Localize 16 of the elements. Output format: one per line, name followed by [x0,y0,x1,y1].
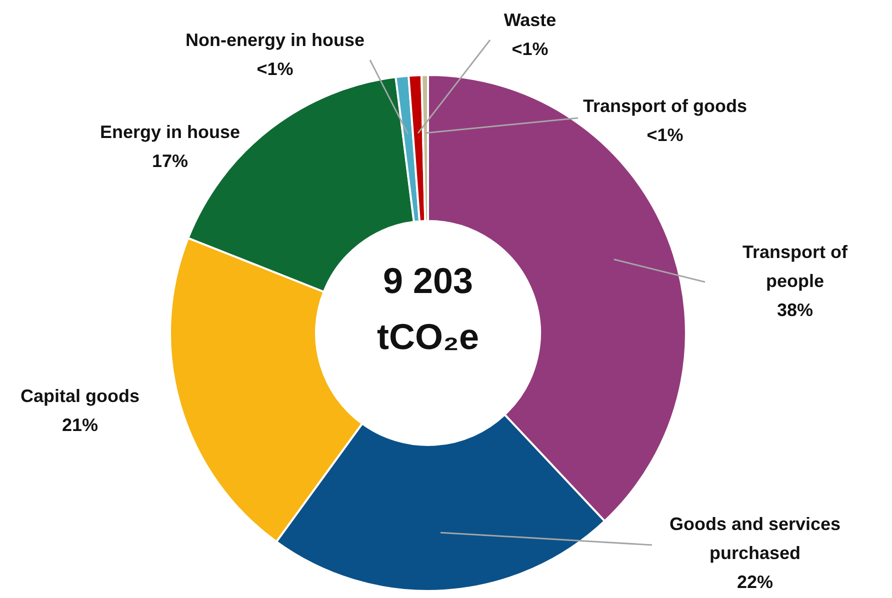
data-label: <1% [256,59,294,79]
slice-label: Transport of goods [583,96,747,116]
slice-label: Goods and services purchased [669,514,841,563]
data-label: <1% [512,39,548,59]
text: 9 203 [382,260,474,301]
slice-label: Capital goods [20,386,140,406]
data-label: 21% [62,415,98,435]
slice-label: Energy in house [100,122,240,142]
data-label: 17% [152,151,188,171]
text: tCO₂e [376,316,480,357]
data-label: 38% [776,300,814,320]
slice-label: Non-energy in house [185,30,365,50]
slice-label: Waste [504,10,556,30]
data-label: 22% [736,572,774,592]
slice-label: Transport of people [742,242,848,291]
data-label: <1% [646,125,684,145]
